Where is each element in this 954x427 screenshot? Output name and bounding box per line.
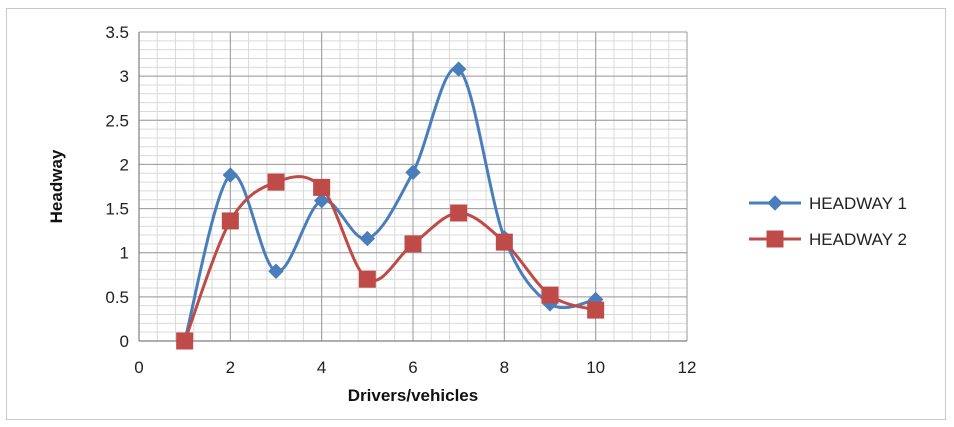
x-axis-title: Drivers/vehicles <box>348 386 478 405</box>
series-2-markers <box>176 173 605 350</box>
x-tick-label: 0 <box>134 358 143 377</box>
x-tick-label: 10 <box>586 358 605 377</box>
legend: HEADWAY 1 HEADWAY 2 <box>749 194 907 249</box>
y-axis-title: Headway <box>47 149 66 223</box>
legend-marker <box>767 195 783 211</box>
series-2-point <box>313 178 331 196</box>
legend-item-1: HEADWAY 1 <box>749 194 907 213</box>
headway-line-chart: 0 2 4 6 8 10 12 0 0.5 1 1.5 2 2.5 3 3.5 Drivers/vehicl… <box>47 23 907 405</box>
series-2-point <box>541 286 559 304</box>
series-1-point <box>405 164 421 181</box>
series-layer <box>176 61 605 350</box>
series-1 <box>183 66 596 342</box>
y-tick-label: 0 <box>120 332 129 351</box>
axes <box>138 32 687 342</box>
series-1-point <box>313 192 330 209</box>
x-tick-label: 8 <box>500 358 509 377</box>
series-1-point <box>222 167 239 183</box>
series-2-line <box>183 175 597 342</box>
series-1-point <box>450 61 467 77</box>
series-1-point <box>359 230 376 247</box>
chart-frame: 0 2 4 6 8 10 12 0 0.5 1 1.5 2 2.5 3 3.5 Drivers/vehicl… <box>6 8 946 420</box>
series-1-point <box>268 263 284 279</box>
series-2-point <box>404 235 422 253</box>
y-tick-label: 1 <box>120 244 129 263</box>
tick-labels: 0 2 4 6 8 10 12 0 0.5 1 1.5 2 2.5 3 3.5 <box>105 23 696 377</box>
series-2-point <box>221 212 239 230</box>
legend-marker <box>766 230 784 248</box>
series-2 <box>183 175 597 342</box>
legend-label: HEADWAY 2 <box>809 230 907 249</box>
y-tick-label: 2.5 <box>105 111 129 130</box>
major-gridlines <box>138 31 688 342</box>
x-tick-label: 4 <box>317 358 326 377</box>
series-2-point <box>267 173 285 191</box>
y-tick-label: 1.5 <box>105 200 129 219</box>
y-tick-label: 0.5 <box>105 288 129 307</box>
x-tick-label: 6 <box>408 358 417 377</box>
y-tick-label: 3 <box>120 67 129 86</box>
x-tick-label: 2 <box>226 358 235 377</box>
series-2-point <box>176 332 194 350</box>
legend-item-2: HEADWAY 2 <box>749 230 907 249</box>
series-2-point <box>450 204 468 222</box>
series-1-line <box>183 66 596 342</box>
series-2-point <box>495 233 513 251</box>
y-tick-label: 2 <box>120 155 129 174</box>
x-tick-label: 12 <box>678 358 697 377</box>
series-2-point <box>358 270 376 288</box>
legend-label: HEADWAY 1 <box>809 194 907 213</box>
y-tick-label: 3.5 <box>105 23 129 42</box>
series-2-point <box>587 301 605 319</box>
